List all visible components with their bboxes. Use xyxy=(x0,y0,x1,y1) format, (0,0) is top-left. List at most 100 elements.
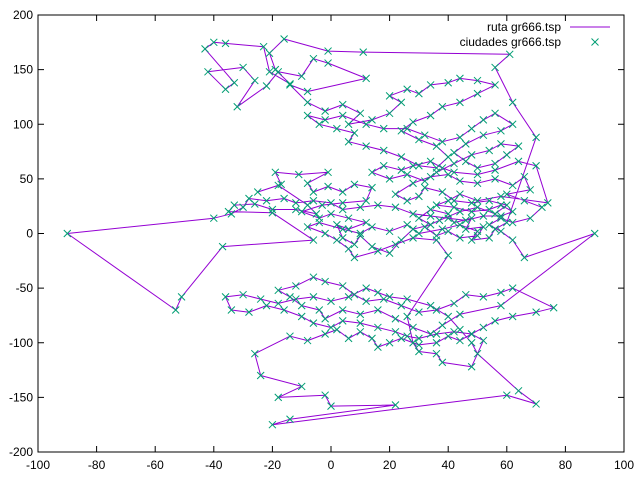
city-marker-stroke xyxy=(409,118,417,126)
city-point xyxy=(338,100,347,109)
city-point xyxy=(467,338,476,347)
city-marker-stroke xyxy=(391,203,400,212)
city-point xyxy=(309,293,318,301)
city-point xyxy=(508,236,517,244)
city-point xyxy=(432,306,441,314)
city-marker-stroke xyxy=(502,218,511,227)
city-point xyxy=(456,220,464,229)
city-point xyxy=(324,47,332,55)
city-point xyxy=(502,150,511,159)
city-marker-stroke xyxy=(432,349,441,358)
city-marker-stroke xyxy=(456,336,464,345)
city-marker-stroke xyxy=(350,129,359,137)
city-point xyxy=(391,327,400,336)
city-marker-stroke xyxy=(409,225,417,233)
city-marker-stroke xyxy=(403,332,412,341)
city-point xyxy=(297,301,306,310)
city-point xyxy=(385,293,394,301)
city-point xyxy=(350,180,359,189)
city-point xyxy=(362,218,371,227)
city-marker-stroke xyxy=(201,45,209,53)
city-point xyxy=(403,196,412,205)
city-point xyxy=(368,116,376,124)
city-point xyxy=(450,159,458,168)
city-marker-stroke xyxy=(456,98,464,107)
city-marker-stroke xyxy=(403,85,412,94)
city-marker-stroke xyxy=(245,308,253,317)
city-marker-stroke xyxy=(265,67,274,76)
city-point xyxy=(491,159,499,168)
x-tick-label: -100 xyxy=(26,458,50,472)
city-point xyxy=(368,183,376,192)
city-point xyxy=(456,336,464,345)
city-marker-stroke xyxy=(397,98,406,107)
city-point xyxy=(479,131,488,140)
city-point xyxy=(456,325,464,334)
city-marker-stroke xyxy=(286,332,294,341)
city-marker-stroke xyxy=(338,317,347,325)
city-point xyxy=(479,323,488,332)
city-point xyxy=(362,120,371,129)
city-marker-stroke xyxy=(426,81,435,89)
city-point xyxy=(230,201,239,209)
city-point xyxy=(321,229,329,238)
city-marker-stroke xyxy=(497,126,505,135)
city-marker-stroke xyxy=(303,111,312,120)
city-marker-stroke xyxy=(277,180,286,189)
city-marker-stroke xyxy=(497,201,505,209)
city-marker-stroke xyxy=(274,67,283,76)
city-point xyxy=(409,234,417,242)
city-point xyxy=(239,290,247,299)
city-point xyxy=(391,314,400,323)
city-marker-stroke xyxy=(415,135,423,144)
city-point xyxy=(368,223,376,231)
city-marker-stroke xyxy=(333,124,341,133)
city-marker-stroke xyxy=(415,192,423,201)
city-marker-stroke xyxy=(356,203,365,212)
city-marker-stroke xyxy=(473,170,482,179)
city-marker-stroke xyxy=(467,236,476,244)
city-point xyxy=(426,205,435,214)
city-point xyxy=(268,205,277,214)
city-point xyxy=(391,203,400,212)
city-marker-stroke xyxy=(444,214,453,223)
city-marker-stroke xyxy=(491,63,499,72)
city-marker-stroke xyxy=(262,82,271,90)
city-point xyxy=(491,209,499,218)
city-point xyxy=(230,78,239,87)
plot-area xyxy=(63,35,599,429)
city-point xyxy=(467,236,476,244)
city-point xyxy=(415,347,423,356)
city-marker-stroke xyxy=(456,133,464,142)
city-point xyxy=(497,201,505,209)
city-marker-stroke xyxy=(444,153,453,161)
city-marker-stroke xyxy=(259,42,268,51)
city-point xyxy=(385,249,394,258)
city-point xyxy=(368,168,376,177)
city-marker-stroke xyxy=(473,349,482,358)
city-point xyxy=(415,334,423,343)
y-tick-label: -200 xyxy=(9,445,33,459)
city-marker-stroke xyxy=(461,157,470,166)
city-marker-stroke xyxy=(286,293,294,301)
city-marker-stroke xyxy=(397,166,406,174)
city-point xyxy=(338,225,347,233)
x-tick-label: -40 xyxy=(205,458,223,472)
city-marker-stroke xyxy=(479,116,488,124)
city-marker-stroke xyxy=(508,207,517,216)
city-point xyxy=(415,214,423,223)
city-marker-stroke xyxy=(473,76,482,85)
city-point xyxy=(177,293,186,301)
city-point xyxy=(485,234,494,242)
city-point xyxy=(397,301,406,310)
x-tick-label: 60 xyxy=(500,458,514,472)
city-point xyxy=(303,336,312,345)
city-marker-stroke xyxy=(368,334,376,343)
city-marker-stroke xyxy=(520,172,529,181)
city-point xyxy=(374,247,382,255)
city-marker-stroke xyxy=(479,293,488,301)
city-marker-stroke xyxy=(409,234,417,242)
city-marker-stroke xyxy=(262,301,271,310)
city-marker-stroke xyxy=(344,293,353,301)
